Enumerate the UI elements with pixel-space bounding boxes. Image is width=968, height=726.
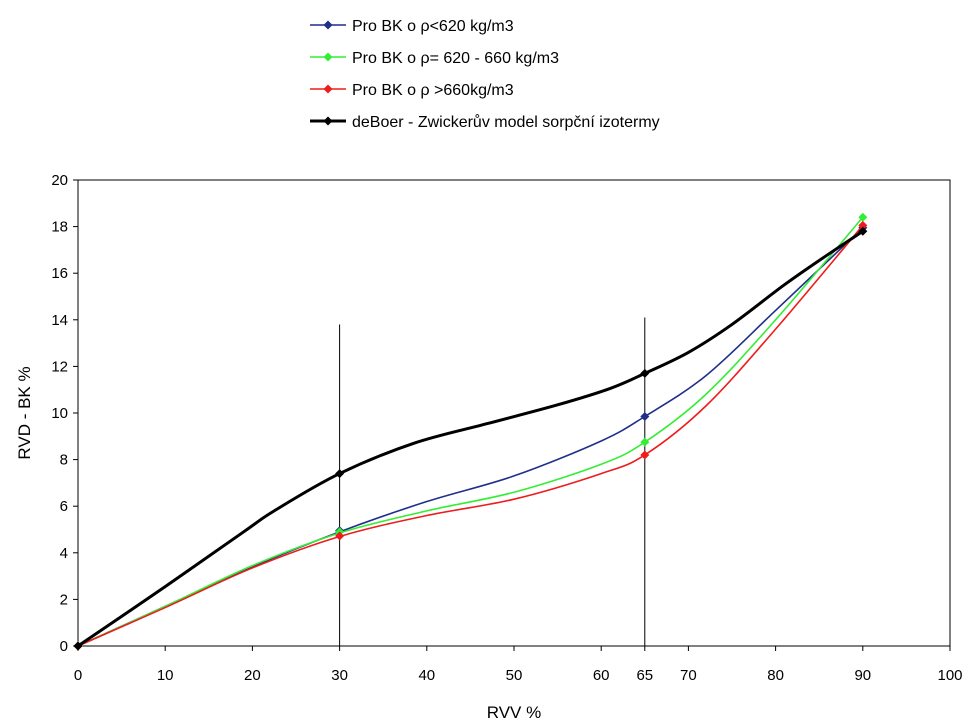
series-line [77,224,864,647]
data-point [640,437,650,447]
y-tick-label: 20 [51,172,68,189]
x-tick-label: 100 [937,667,962,684]
x-tick-label: 65 [636,667,653,684]
x-tick-label: 50 [506,667,523,684]
y-axis-label: RVD - BK % [15,366,34,459]
legend-item: Pro BK o ρ >660kg/m3 [310,82,514,99]
data-point [858,220,868,230]
y-tick-label: 8 [60,452,68,469]
legend-item: Pro BK o ρ= 620 - 660 kg/m3 [310,50,559,67]
x-tick-label: 20 [244,667,261,684]
y-tick-label: 12 [51,358,68,375]
legend-item: Pro BK o ρ<620 kg/m3 [310,18,514,35]
x-tick-label: 40 [418,667,435,684]
legend-marker [323,20,333,30]
y-tick-label: 4 [60,545,68,562]
legend-marker [323,84,333,94]
x-axis: 0 10 20 30 40 50 60 65 70 80 90 100 [74,646,963,684]
plot-frame [77,179,951,647]
x-tick-label: 80 [767,667,784,684]
data-point [640,368,650,378]
x-tick-label: 10 [157,667,174,684]
legend-label: Pro BK o ρ >660kg/m3 [352,82,514,99]
x-tick-label: 60 [593,667,610,684]
data-point [335,469,345,479]
data-point [640,411,650,421]
data-point [858,226,868,236]
y-tick-label: 18 [51,219,68,236]
legend-item: deBoer - Zwickerův model sorpční izoterm… [310,113,660,131]
legend: Pro BK o ρ<620 kg/m3 Pro BK o ρ= 620 - 66… [310,18,660,131]
y-tick-label: 10 [51,405,68,422]
y-axis: 0 2 4 6 8 10 12 14 16 18 20 [51,172,78,655]
y-tick-label: 0 [60,638,68,655]
data-point [858,212,868,222]
x-tick-label: 90 [854,667,871,684]
legend-label: deBoer - Zwickerův model sorpční izoterm… [352,113,660,131]
series-line [77,227,864,647]
series-4 [73,226,868,651]
plot-area [77,179,951,647]
data-point [335,531,345,541]
series-group [73,212,868,651]
y-tick-label: 6 [60,498,68,515]
x-axis-label: RVV % [487,703,542,722]
y-tick-label: 2 [60,591,68,608]
series-line [77,230,864,648]
data-point [73,641,83,651]
y-tick-label: 16 [51,265,68,282]
y-tick-label: 14 [51,312,68,329]
series-line [77,216,864,647]
x-tick-label: 30 [331,667,348,684]
legend-marker [323,52,333,62]
data-point [640,450,650,460]
x-tick-label: 0 [74,667,82,684]
legend-label: Pro BK o ρ= 620 - 660 kg/m3 [352,50,559,67]
legend-marker [323,116,333,126]
legend-label: Pro BK o ρ<620 kg/m3 [352,18,514,35]
x-tick-label: 70 [680,667,697,684]
